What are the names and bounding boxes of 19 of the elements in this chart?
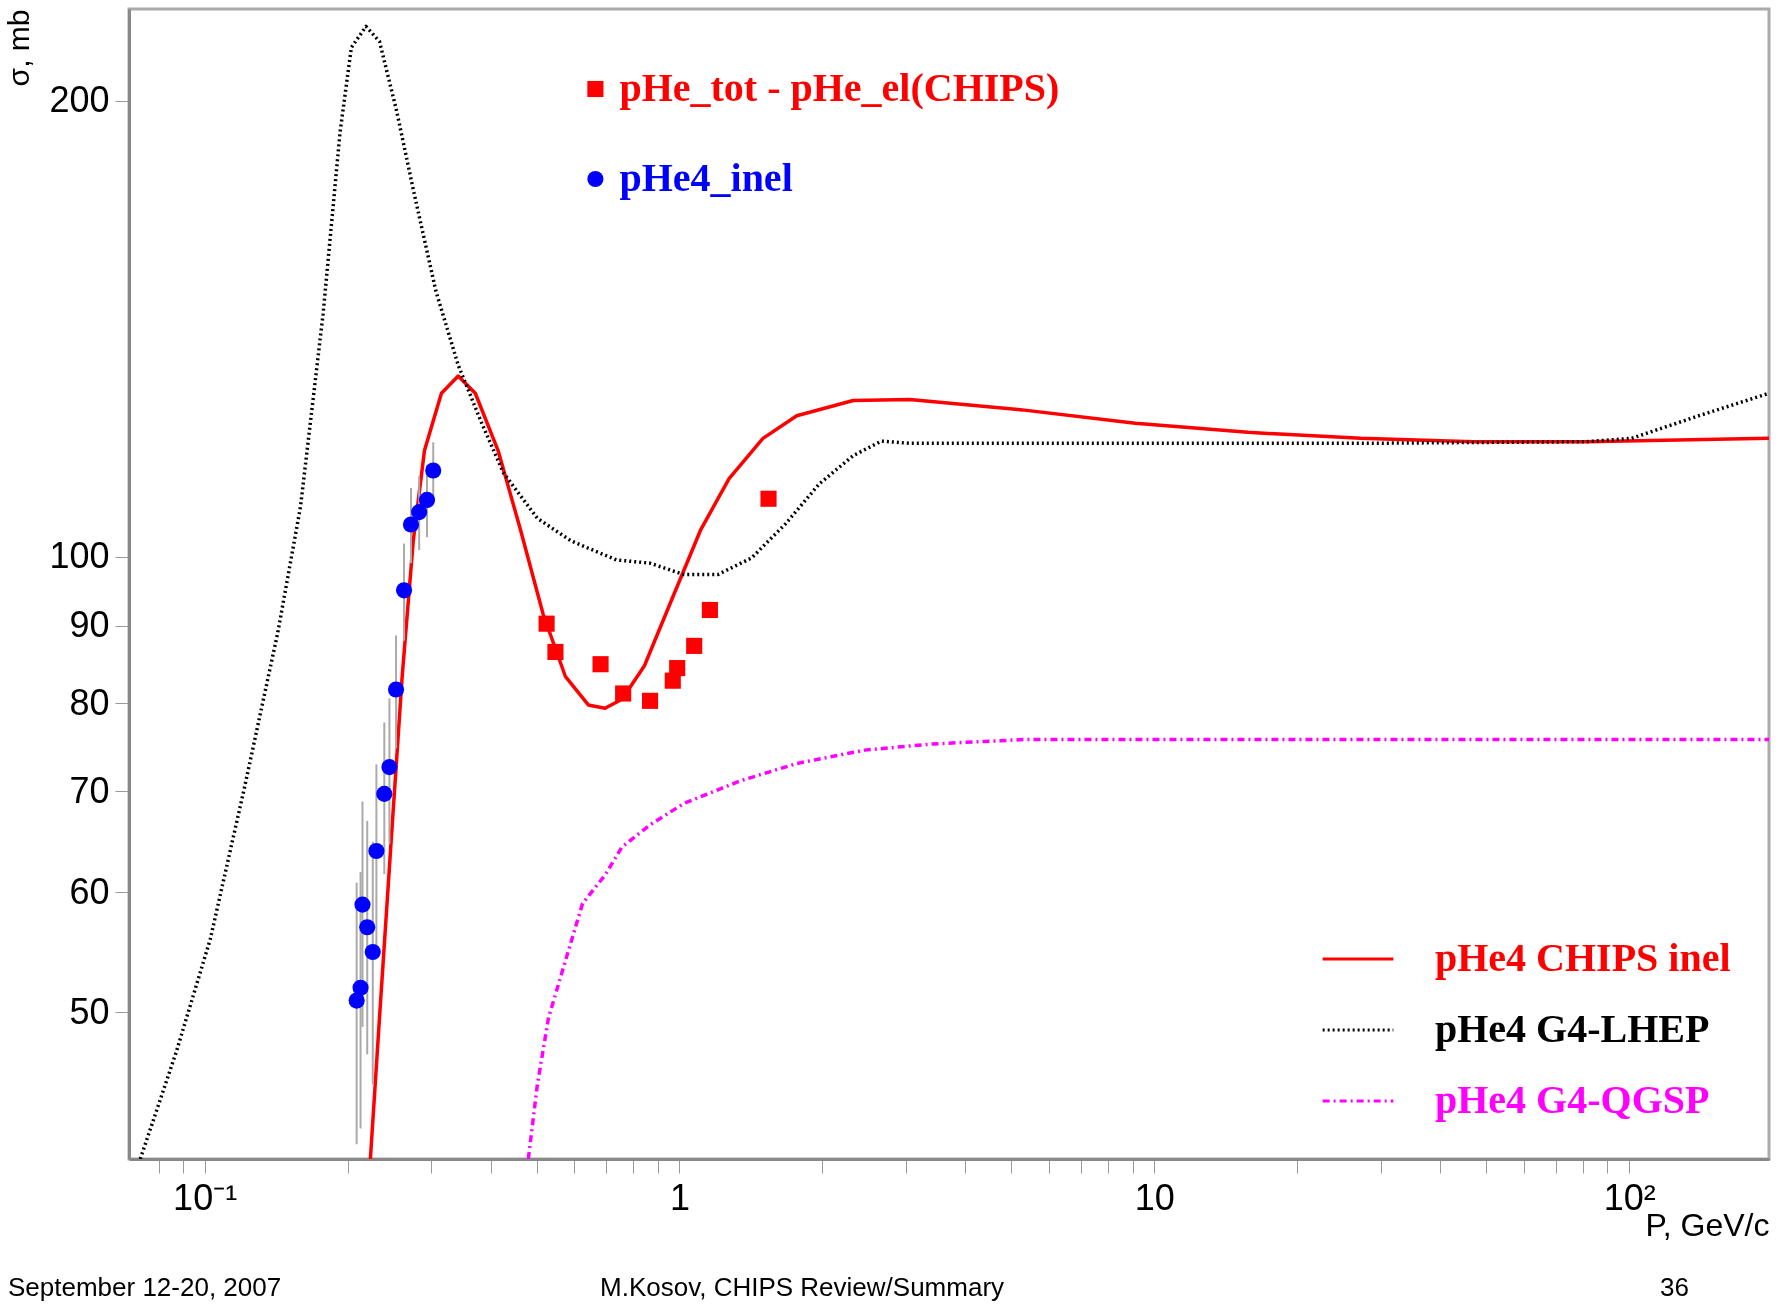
y-tick-label: 90 <box>69 604 110 646</box>
legend-label: pHe_tot - pHe_el(CHIPS) <box>619 65 1060 110</box>
x-tick-label: 10 <box>1134 1176 1175 1218</box>
x-tick-label: 10⁻¹ <box>173 1176 238 1218</box>
text: September 12-20, 2007 <box>8 1272 282 1303</box>
y-tick-label: 50 <box>69 990 110 1032</box>
y-tick-label: 60 <box>69 870 110 912</box>
text: M.Kosov, CHIPS Review/Summary <box>600 1272 1005 1303</box>
legend-label: pHe4_inel <box>619 155 793 200</box>
y-tick-label: 200 <box>49 79 110 121</box>
legend-label: pHe4 CHIPS inel <box>1435 935 1731 980</box>
x-tick-label: 1 <box>669 1176 690 1218</box>
y-tick-label: 100 <box>49 535 110 577</box>
y-axis-title: σ, mb <box>2 9 36 87</box>
legend-label: pHe4 G4-QGSP <box>1435 1077 1710 1122</box>
y-tick-label: 70 <box>69 769 110 811</box>
text: 36 <box>1660 1272 1689 1303</box>
legend-label: pHe4 G4-LHEP <box>1435 1006 1710 1051</box>
y-tick-label: 80 <box>69 681 110 723</box>
